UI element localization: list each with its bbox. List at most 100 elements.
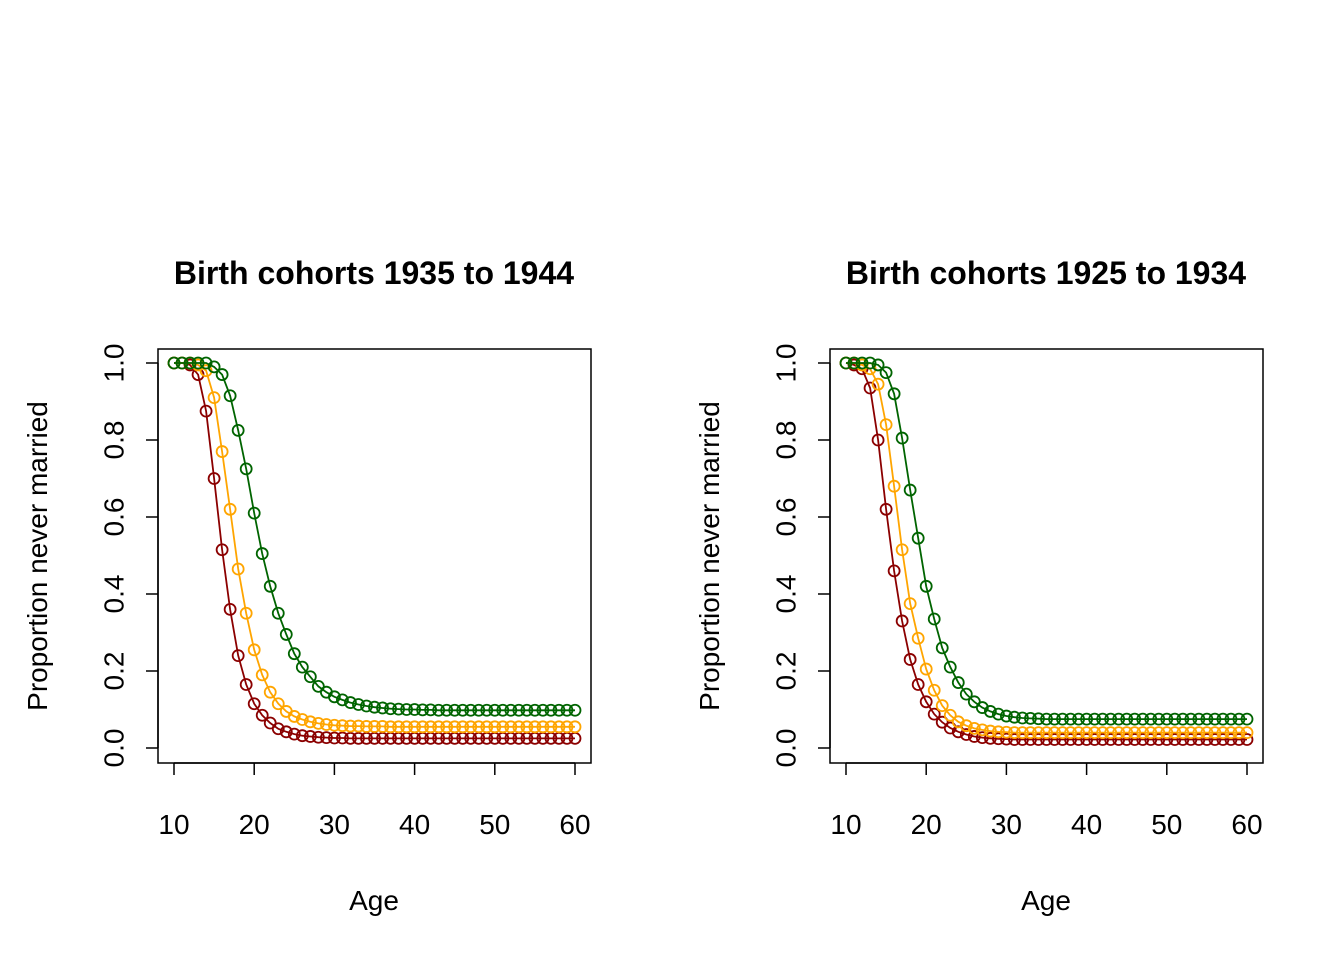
x-tick-label: 20	[239, 809, 270, 840]
data-point	[215, 368, 229, 381]
data-point	[520, 720, 534, 734]
series-line	[174, 362, 575, 728]
data-point	[991, 707, 1005, 721]
data-point	[1080, 712, 1093, 726]
data-point	[263, 685, 277, 699]
data-point	[1040, 712, 1053, 726]
data-point	[247, 697, 261, 711]
x-tick-label: 60	[559, 809, 590, 840]
data-point	[983, 731, 997, 745]
data-point	[175, 356, 189, 370]
data-point	[448, 703, 462, 717]
data-point	[1192, 733, 1206, 746]
data-point	[1008, 710, 1021, 724]
data-point	[975, 701, 989, 714]
y-axis: 0.0 0.2 0.4 0.6 0.8 1.0	[771, 344, 831, 768]
y-tick-label: 1.0	[99, 344, 130, 383]
y-tick-label: 0.6	[771, 498, 802, 537]
data-point	[384, 702, 397, 716]
data-point	[1072, 712, 1085, 726]
data-point	[1200, 712, 1214, 726]
data-point	[1160, 733, 1174, 746]
data-point	[368, 720, 381, 733]
x-tick-label: 50	[1151, 809, 1182, 840]
data-point	[1120, 712, 1134, 726]
data-point	[1232, 733, 1246, 746]
data-point	[863, 381, 877, 395]
data-point	[560, 720, 574, 734]
data-point	[263, 579, 277, 593]
data-point	[1168, 712, 1182, 726]
data-point	[927, 612, 941, 626]
data-point	[1160, 712, 1174, 726]
data-point	[255, 668, 269, 682]
data-point	[1128, 726, 1142, 739]
data-point	[1224, 712, 1238, 726]
y-tick-label: 1.0	[771, 344, 802, 383]
data-point	[935, 699, 949, 713]
data-point	[552, 703, 566, 717]
x-axis-label: Age	[349, 885, 399, 916]
data-point	[967, 721, 981, 735]
data-point	[1056, 733, 1069, 746]
data-point	[319, 718, 333, 731]
data-point	[544, 720, 558, 734]
y-tick-label: 0.2	[99, 652, 130, 691]
data-point	[1024, 711, 1037, 725]
data-point	[1032, 733, 1045, 746]
data-point	[1000, 709, 1013, 723]
data-point	[520, 703, 534, 717]
y-axis-label: Proportion never married	[694, 401, 725, 711]
series-2	[839, 356, 1254, 739]
data-point	[967, 730, 981, 743]
data-point	[408, 720, 422, 734]
data-point	[303, 715, 317, 729]
data-point	[1240, 712, 1254, 726]
x-tick-label: 10	[158, 809, 189, 840]
data-point	[215, 543, 229, 557]
series-3	[167, 356, 582, 717]
x-tick-label: 10	[830, 809, 861, 840]
y-tick-label: 0.0	[771, 729, 802, 768]
data-point	[1112, 726, 1126, 739]
data-point	[416, 703, 430, 717]
data-point	[895, 614, 909, 628]
data-point	[1120, 733, 1134, 746]
data-point	[1144, 733, 1158, 746]
data-point	[271, 697, 285, 711]
data-point	[368, 731, 381, 745]
data-point	[1184, 712, 1198, 726]
data-point	[1104, 726, 1118, 739]
data-point	[847, 356, 861, 370]
data-point	[327, 690, 341, 704]
data-point	[1144, 726, 1158, 739]
data-point	[1008, 726, 1021, 739]
x-axis: 10 20 30 40 50 60	[830, 762, 1263, 840]
data-point	[448, 720, 462, 734]
data-point	[919, 662, 933, 676]
x-tick-label: 30	[991, 809, 1022, 840]
data-point	[456, 720, 470, 734]
data-point	[903, 653, 917, 666]
data-point	[295, 729, 309, 743]
y-axis: 0.0 0.2 0.4 0.6 0.8 1.0	[99, 344, 159, 767]
data-point	[951, 715, 965, 729]
data-point	[1064, 733, 1077, 746]
data-point	[536, 703, 550, 717]
data-point	[951, 725, 965, 739]
data-point	[1184, 726, 1198, 739]
series-line	[845, 362, 1247, 741]
series-line	[846, 362, 1247, 734]
data-point	[903, 483, 917, 497]
data-point	[1136, 712, 1150, 726]
data-point	[1040, 733, 1053, 746]
data-point	[1240, 726, 1254, 739]
series-line	[174, 362, 575, 740]
data-point	[392, 702, 405, 716]
data-point	[1032, 726, 1045, 739]
data-point	[1192, 726, 1206, 739]
data-point	[336, 719, 349, 733]
data-point	[1216, 733, 1230, 746]
data-point	[311, 730, 325, 744]
data-point	[376, 731, 389, 745]
